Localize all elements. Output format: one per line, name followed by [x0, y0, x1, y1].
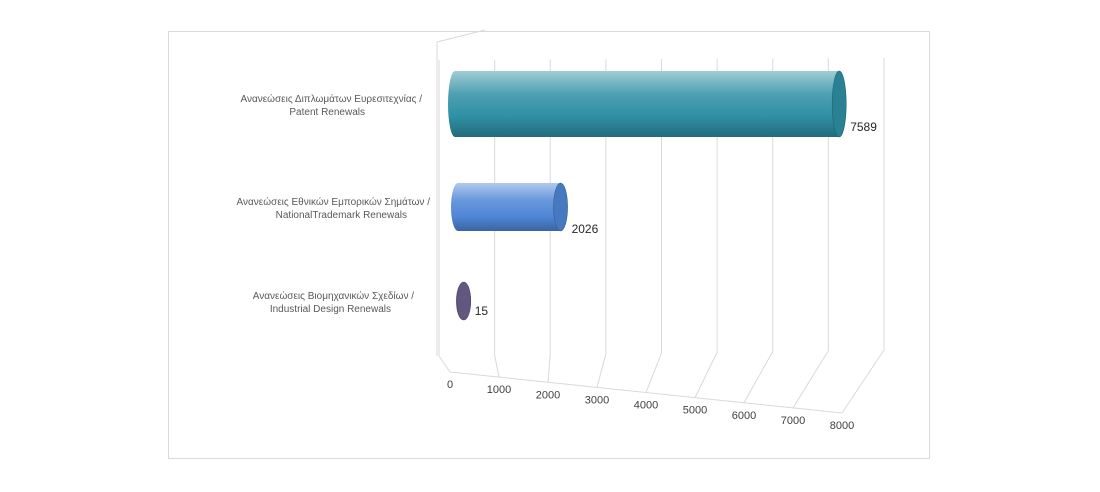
floor-front-edge [449, 371, 843, 414]
category-label: Ανανεώσεις Βιομηχανικών Σχεδίων / Industr… [253, 290, 414, 315]
label-layer: 7589 2026 15 Ανανεώσεις Διπλωμάτων Ευρεσιτε… [237, 93, 878, 318]
data-label: 7589 [850, 120, 877, 134]
bar-layer [448, 70, 847, 321]
floor-gridline-2000 [547, 354, 551, 383]
category-label: Ανανεώσεις Εθνικών Εμπορικών Σημάτων / Na… [237, 196, 431, 221]
bar-2 [456, 281, 472, 321]
bar-1 [451, 182, 568, 232]
bar-0 [448, 70, 847, 138]
x-tick-label: 7000 [781, 415, 805, 427]
x-tick-label: 4000 [634, 400, 658, 412]
x-tick-label: 5000 [683, 405, 707, 417]
bar-body [448, 71, 847, 137]
x-tick-label: 3000 [585, 394, 609, 406]
floor-gridline-7000 [792, 350, 829, 409]
x-axis-ticks: 0 1000 2000 3000 4000 5000 6000 7000 8000 [447, 379, 854, 432]
bar-end-cap [456, 281, 472, 321]
data-label: 15 [475, 304, 489, 318]
category-label: Ανανεώσεις Διπλωμάτων Ευρεσιτεχνίας / Pat… [240, 93, 422, 118]
floor-gridline-6000 [743, 351, 774, 403]
x-tick-label: 8000 [830, 420, 854, 432]
floor-gridline-5000 [694, 352, 718, 398]
bar-end-cap [831, 70, 847, 138]
bar-body [451, 183, 568, 231]
floor-gridline-3000 [596, 353, 607, 388]
data-label: 2026 [572, 222, 599, 236]
floor-gridline-1000 [494, 355, 500, 378]
floor-gridline-4000 [645, 352, 662, 393]
floor-gridline-0 [438, 355, 451, 373]
x-tick-label: 2000 [536, 389, 560, 401]
x-tick-label: 6000 [732, 410, 756, 422]
floor-gridline-8000 [841, 349, 885, 414]
x-tick-label: 0 [447, 379, 453, 391]
back-wall-top-edge [436, 29, 486, 43]
x-tick-label: 1000 [487, 384, 511, 396]
bar-end-cap [553, 182, 568, 232]
